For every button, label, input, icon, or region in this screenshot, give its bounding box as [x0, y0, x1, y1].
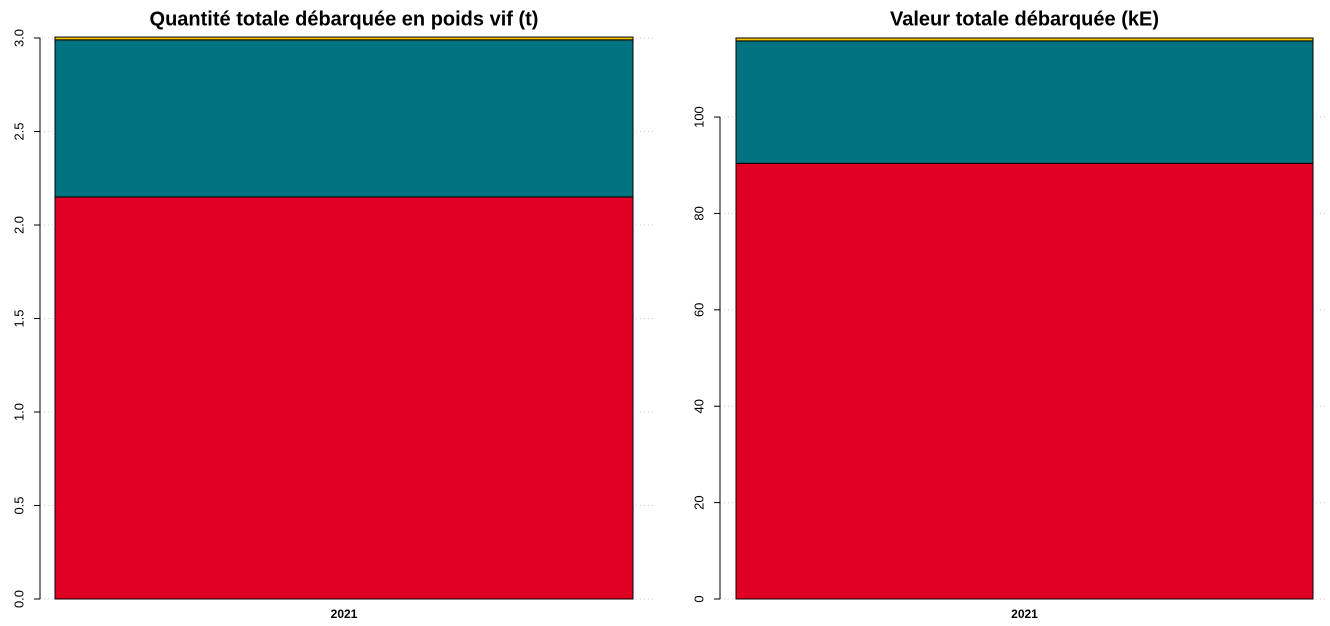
y-tick-label: 0.5	[11, 496, 26, 514]
y-tick-label: 60	[691, 303, 706, 317]
y-tick-label: 0	[691, 595, 706, 602]
y-tick-label: 100	[691, 106, 706, 128]
bar-segment	[54, 196, 634, 600]
y-tick-label: 3.0	[11, 29, 26, 47]
y-tick-label: 20	[691, 495, 706, 509]
y-tick-label: 80	[691, 206, 706, 220]
chart-title: Valeur totale débarquée (kE)	[890, 8, 1159, 30]
y-tick-label: 1.5	[11, 309, 26, 327]
bar-segment	[735, 162, 1314, 600]
chart-title: Quantité totale débarquée en poids vif (…	[150, 8, 539, 30]
y-tick-label: 2.5	[11, 122, 26, 140]
bar-segment	[54, 39, 634, 198]
y-tick-label: 2.0	[11, 216, 26, 234]
bar-segment	[735, 37, 1314, 42]
bar-segment	[54, 36, 634, 41]
bar-segment	[735, 40, 1314, 164]
x-tick-label: 2021	[1011, 607, 1038, 621]
x-tick-label: 2021	[331, 607, 358, 621]
y-tick-label: 1.0	[11, 403, 26, 421]
y-tick-label: 0.0	[11, 590, 26, 608]
y-tick-label: 40	[691, 399, 706, 413]
